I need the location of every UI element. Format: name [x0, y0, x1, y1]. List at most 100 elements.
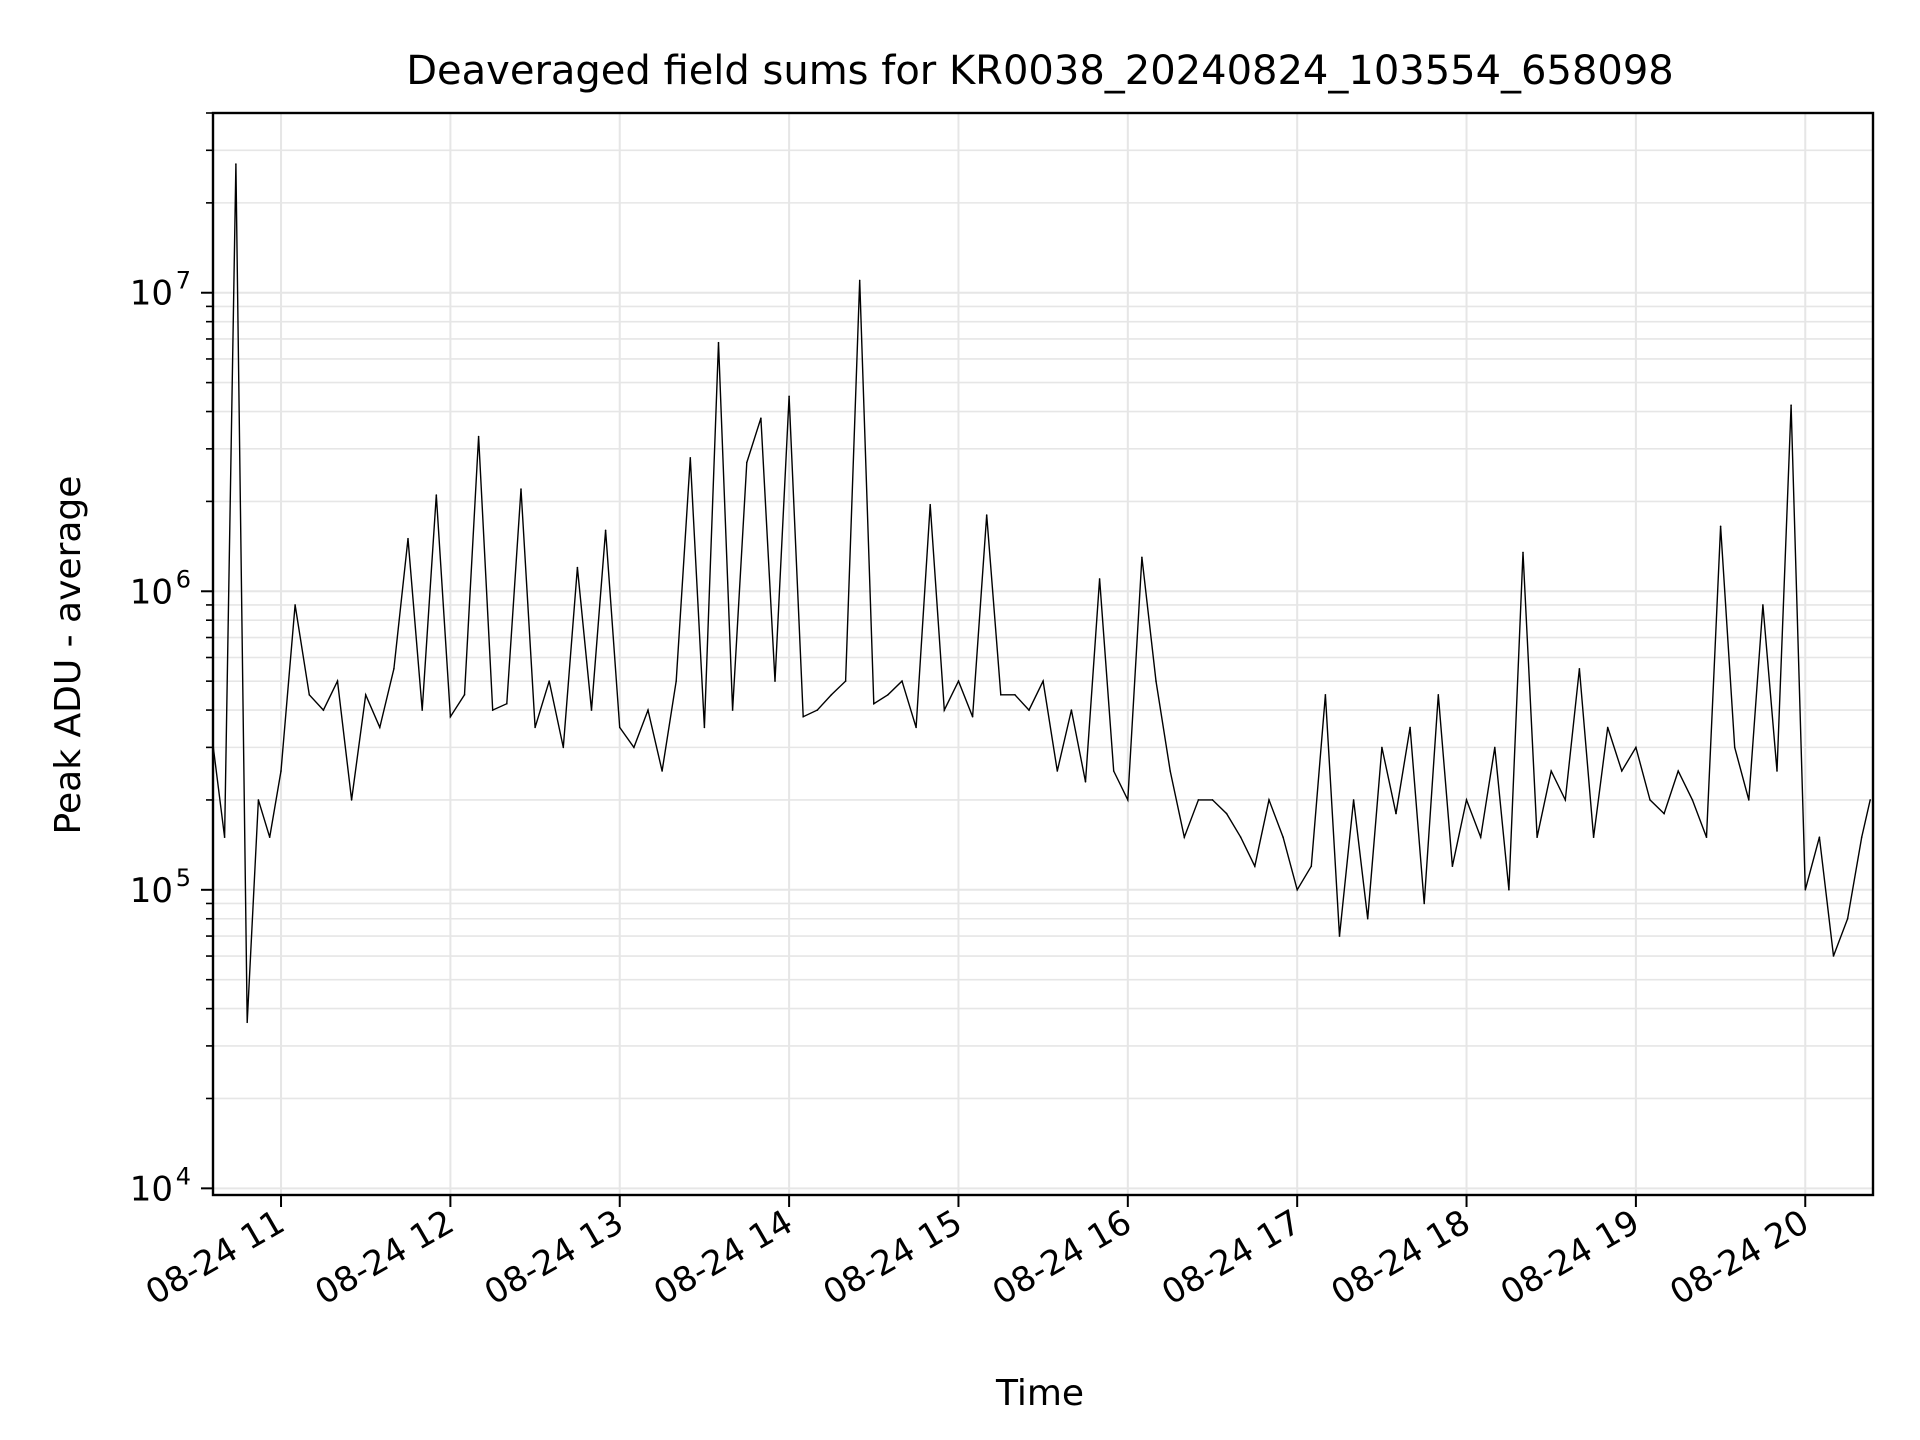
data-point: [1127, 799, 1129, 801]
y-tick-exponent: 4: [176, 1162, 191, 1190]
data-point: [1239, 836, 1242, 838]
data-point: [1197, 799, 1200, 801]
grid-layer: [213, 112, 1873, 1195]
data-point: [1691, 799, 1694, 801]
data-point: [1070, 709, 1073, 711]
data-point: [915, 726, 917, 729]
data-point: [1395, 812, 1397, 815]
data-point: [350, 799, 353, 801]
data-point: [393, 668, 395, 670]
data-point: [1776, 770, 1778, 772]
data-point: [576, 566, 579, 569]
data-point: [223, 836, 226, 838]
data-point: [1268, 799, 1270, 801]
data-point: [1621, 770, 1623, 772]
data-point: [280, 770, 282, 772]
data-point: [1211, 799, 1214, 801]
data-point: [235, 163, 237, 165]
y-tick-exponent: 7: [176, 267, 191, 295]
data-point: [985, 514, 988, 516]
data-point: [1748, 799, 1750, 801]
data-point: [246, 1021, 248, 1024]
data-point: [379, 726, 381, 729]
data-point: [1225, 812, 1228, 815]
data-point: [703, 726, 706, 729]
data-point: [322, 709, 325, 711]
data-point: [463, 694, 466, 696]
data-point: [1705, 836, 1708, 838]
data-point: [506, 702, 508, 705]
data-point: [336, 680, 339, 682]
data-point: [294, 604, 296, 606]
data-point: [1437, 694, 1440, 696]
data-point: [364, 694, 367, 696]
data-point: [689, 457, 692, 459]
data-point: [661, 770, 663, 772]
y-tick-label: 10: [130, 1169, 173, 1209]
data-point: [1663, 812, 1665, 815]
data-point: [1000, 694, 1002, 696]
data-point: [1282, 836, 1284, 838]
data-point: [534, 726, 536, 729]
data-point: [901, 680, 903, 682]
data-point: [308, 694, 311, 696]
chart-title: Deaveraged field sums for KR0038_2024082…: [406, 48, 1674, 94]
data-point: [647, 709, 649, 711]
data-point: [407, 537, 409, 540]
data-point: [887, 694, 889, 696]
data-point: [1635, 746, 1637, 749]
data-point: [816, 709, 819, 711]
data-point: [1869, 799, 1871, 801]
data-point: [491, 709, 494, 711]
data-point: [421, 709, 424, 711]
data-point: [1677, 770, 1679, 772]
data-point: [1183, 836, 1186, 838]
y-tick-label: 10: [130, 572, 173, 612]
data-point: [1042, 680, 1044, 682]
data-point: [774, 680, 776, 682]
data-point: [1352, 799, 1355, 801]
data-point: [1578, 668, 1581, 670]
data-point: [1522, 551, 1524, 554]
data-point: [1649, 799, 1651, 801]
y-axis-label: Peak ADU - average: [48, 476, 89, 835]
data-point: [1818, 836, 1821, 838]
data-point: [1056, 770, 1059, 772]
data-point: [1409, 726, 1411, 729]
data-point: [746, 461, 748, 464]
data-point: [1592, 836, 1595, 838]
x-axis-label: Time: [995, 1373, 1084, 1414]
data-point: [1098, 578, 1101, 580]
data-point: [717, 341, 720, 344]
data-point: [1606, 726, 1609, 729]
data-point: [1112, 770, 1115, 772]
data-point: [1508, 889, 1510, 891]
data-point: [1762, 604, 1764, 606]
data-point: [1465, 799, 1468, 801]
data-point: [618, 726, 621, 729]
data-point: [1860, 836, 1863, 838]
series-line: [212, 163, 1871, 1023]
data-point: [1254, 865, 1256, 867]
data-point: [675, 680, 677, 682]
data-point: [1169, 770, 1171, 772]
data-point: [1028, 709, 1030, 711]
plot-frame: [211, 111, 1875, 1197]
y-tick-exponent: 6: [176, 565, 191, 593]
data-point: [562, 746, 565, 749]
data-point: [1479, 836, 1482, 838]
data-point: [1324, 694, 1327, 696]
data-point: [858, 279, 861, 282]
data-point: [477, 435, 480, 438]
y-tick-label: 10: [130, 871, 173, 911]
data-point: [1423, 902, 1425, 905]
data-point: [449, 715, 452, 718]
data-point: [1832, 955, 1835, 957]
data-point: [802, 715, 804, 718]
data-point: [1846, 917, 1849, 920]
data-point: [257, 799, 260, 801]
data-point: [520, 488, 522, 490]
